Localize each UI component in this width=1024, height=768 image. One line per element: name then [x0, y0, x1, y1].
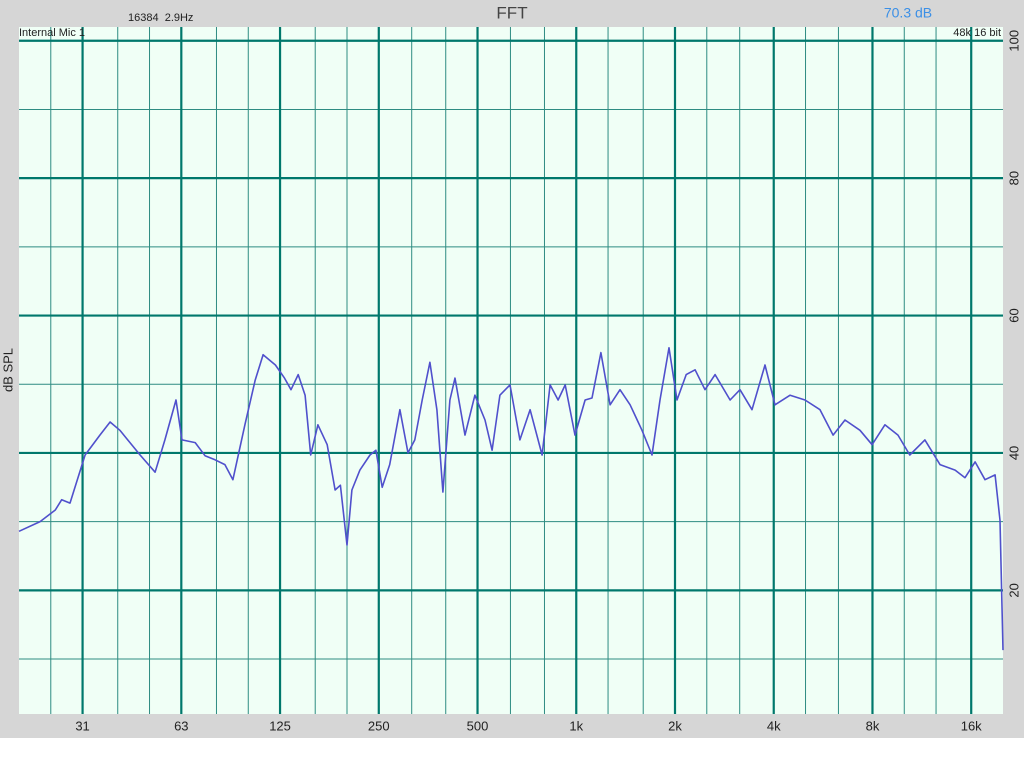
- x-tick-label: 500: [467, 718, 489, 733]
- format-label: 48k 16 bit: [953, 27, 1001, 39]
- y-axis-label: dB SPL: [0, 348, 15, 392]
- x-tick-label: 1k: [569, 718, 583, 733]
- x-tick-label: 63: [174, 718, 188, 733]
- x-tick-label: 2k: [668, 718, 682, 733]
- x-tick-label: 250: [368, 718, 390, 733]
- level-readout: 70.3 dB: [884, 5, 932, 21]
- plot-area: [19, 27, 1003, 714]
- grid: [19, 27, 1003, 714]
- chart-title: FFT: [496, 3, 527, 22]
- x-tick-label: 4k: [767, 718, 781, 733]
- spectrum-line: [18, 347, 1004, 651]
- x-tick-label: 31: [75, 718, 89, 733]
- x-tick-label: 125: [269, 718, 291, 733]
- y-tick-label: 40: [1006, 446, 1021, 460]
- y-tick-label: 100: [1006, 30, 1021, 52]
- input-label: Internal Mic 1: [19, 27, 85, 39]
- x-tick-label: 8k: [866, 718, 880, 733]
- y-tick-label: 20: [1006, 583, 1021, 597]
- y-tick-label: 60: [1006, 308, 1021, 322]
- fft-info: 16384 2.9Hz: [128, 12, 193, 24]
- x-tick-label: 16k: [961, 718, 982, 733]
- y-tick-label: 80: [1006, 171, 1021, 185]
